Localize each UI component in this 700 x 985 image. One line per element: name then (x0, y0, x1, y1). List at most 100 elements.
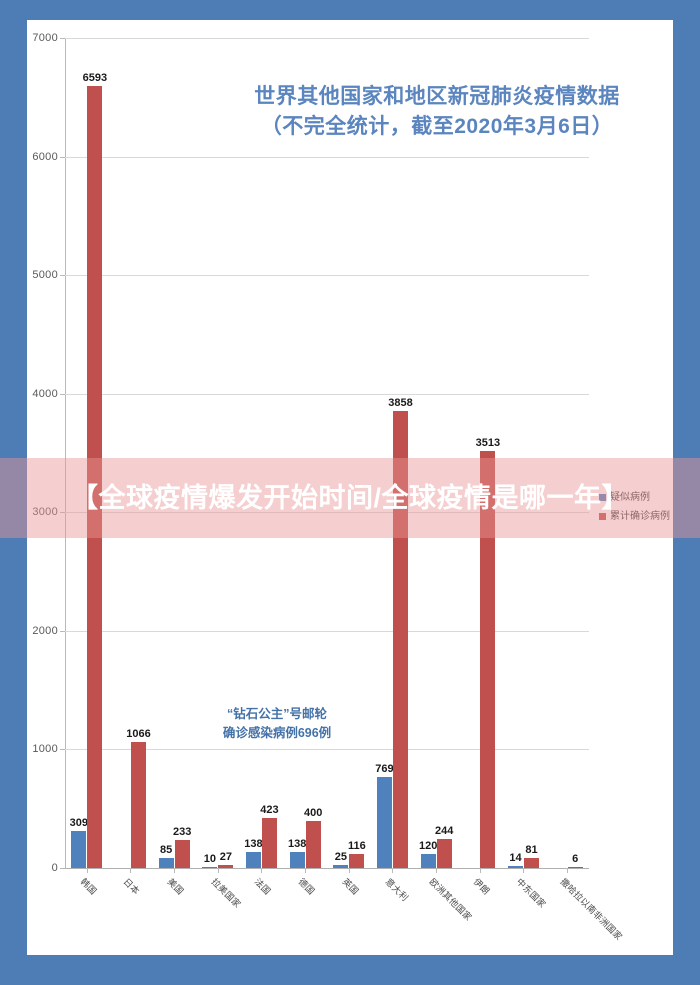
y-axis-tick-mark (60, 749, 65, 751)
chart-title-line1: 世界其他国家和地区新冠肺炎疫情数据 (254, 85, 620, 108)
gridline (65, 868, 589, 869)
bar-confirmed[interactable]: 233 (173, 826, 191, 868)
bar-confirmed[interactable]: 6 (567, 853, 583, 868)
y-axis-tick-mark (60, 868, 65, 869)
bar-group: 309 6593 (65, 38, 109, 868)
bar-value-label: 120 (418, 839, 438, 852)
y-axis-tick-label: 1000 (32, 743, 58, 756)
y-axis-line (65, 38, 66, 868)
bar-confirmed[interactable]: 400 (304, 807, 322, 868)
bar-suspect[interactable]: 138 (244, 838, 263, 868)
x-axis-category-label: 法国 (252, 876, 274, 897)
bar-value-label: 309 (69, 817, 89, 830)
x-axis-category-label: 意大利 (383, 876, 411, 904)
chart-category-group: 138 423 法国 (240, 38, 284, 897)
bar-confirmed[interactable]: 1066 (126, 728, 151, 868)
chart-category-group: 769 3858 意大利 (371, 38, 415, 903)
bar-suspect[interactable]: 309 (70, 817, 88, 868)
chart-category-group: 6 撒哈拉以南非洲国家 (545, 38, 625, 942)
y-axis-tick-mark (60, 393, 65, 395)
x-axis-tick-mark (479, 868, 481, 873)
legend-item[interactable]: 疑似病例 (599, 488, 670, 507)
x-axis-tick-mark (261, 868, 263, 873)
bar-group: 120 244 (414, 38, 458, 868)
y-axis-tick-label: 3000 (32, 506, 58, 519)
x-axis-tick-mark (436, 868, 438, 873)
bar-confirmed[interactable]: 116 (348, 840, 366, 868)
bar-value-label: 769 (375, 762, 394, 775)
x-axis-tick-mark (392, 868, 394, 873)
y-axis-tick-label: 6000 (32, 150, 58, 163)
y-axis-tick-mark (60, 156, 65, 158)
legend-swatch-icon (599, 513, 606, 520)
bar-confirmed[interactable]: 423 (260, 804, 279, 868)
x-axis-category-label: 英国 (340, 876, 361, 897)
bar-value-label: 3858 (388, 396, 413, 409)
x-axis-tick-mark (130, 868, 132, 873)
x-axis-tick-mark (217, 868, 219, 873)
y-axis-tick-mark (60, 275, 65, 277)
bar-confirmed[interactable]: 27 (218, 851, 234, 868)
bar-value-label: 14 (509, 852, 522, 865)
legend-item[interactable]: 累计确诊病例 (599, 507, 670, 526)
legend-item-label: 疑似病例 (610, 492, 650, 503)
bar-confirmed[interactable]: 81 (523, 844, 539, 868)
chart-category-group: 14 81 中东国家 (502, 38, 548, 910)
bar-group: 1066 (109, 38, 153, 868)
bar-confirmed[interactable]: 6593 (83, 72, 107, 868)
x-axis-category-label: 欧洲其他国家 (427, 876, 474, 923)
y-axis-tick-label: 7000 (32, 32, 58, 44)
bar-value-label: 116 (347, 840, 366, 853)
chart-legend: 疑似病例累计确诊病例 (599, 488, 670, 526)
x-axis-tick-mark (523, 868, 525, 873)
gridline (65, 749, 589, 751)
cruise-annotation: “钻石公主”号邮轮 确诊感染病例696例 (182, 705, 372, 743)
legend-item-label: 累计确诊病例 (610, 511, 670, 522)
bar-group: 10 27 (196, 38, 240, 868)
bar-suspect[interactable]: 769 (375, 763, 394, 868)
plot-area: 0 1000 2000 3000 4000 5000 6000 7000 309 6593 韩国 1… (32, 32, 625, 942)
chart-subtitle: （不完全统计，截至2020年3月6日） (260, 115, 614, 139)
cruise-annotation-line1: “钻石公主”号邮轮 (226, 707, 327, 721)
chart-card: 世界其他国家和地区新冠肺炎疫情数据 （不完全统计，截至2020年3月6日） 0 1… (27, 20, 673, 955)
bar-value-label: 138 (287, 837, 307, 850)
x-axis-category-label: 美国 (165, 876, 186, 897)
cruise-annotation-line2: 确诊感染病例696例 (222, 725, 332, 740)
x-axis-tick-mark (174, 868, 176, 873)
chart-category-group: 25 116 英国 (327, 38, 371, 897)
bar-suspect[interactable]: 10 (202, 853, 218, 868)
bar-value-label: 85 (160, 843, 173, 856)
bar-confirmed[interactable]: 3858 (388, 397, 413, 868)
bar-group: 6 (545, 38, 589, 868)
chart-category-group: 120 244 欧洲其他国家 (414, 38, 474, 922)
bar-suspect[interactable]: 85 (158, 844, 174, 868)
bar-value-label: 27 (219, 850, 232, 863)
bar-value-label: 25 (334, 851, 347, 864)
x-axis-category-label: 韩国 (78, 876, 99, 897)
chart-category-group: 10 27 拉美国家 (196, 38, 242, 910)
bar-group: 85 233 (152, 38, 196, 868)
bar-suspect[interactable]: 14 (507, 852, 523, 868)
bar-suspect[interactable]: 120 (419, 840, 437, 868)
chart-category-group: 85 233 美国 (152, 38, 196, 897)
chart-category-group: 138 400 德国 (283, 38, 327, 897)
y-axis-tick-label: 0 (51, 862, 58, 874)
bar-value-label: 138 (244, 837, 263, 850)
x-axis-tick-mark (86, 868, 88, 873)
x-axis-category-label: 伊朗 (471, 876, 492, 897)
y-axis-tick-label: 2000 (32, 624, 58, 637)
bar-group: 138 400 (283, 38, 327, 868)
bar-value-label: 10 (203, 852, 216, 865)
bar-confirmed[interactable]: 3513 (476, 437, 500, 868)
bar-value-label: 423 (260, 803, 279, 816)
y-axis-tick-mark (60, 630, 65, 632)
bar-confirmed[interactable]: 244 (435, 825, 453, 868)
gridline (65, 630, 589, 632)
bar-suspect[interactable]: 138 (288, 838, 306, 868)
chart-category-group: 1066 日本 (109, 38, 153, 897)
bar-value-label: 81 (525, 844, 538, 857)
bar-value-label: 3513 (475, 437, 501, 450)
bar-suspect[interactable]: 25 (333, 851, 349, 868)
bar-value-label: 6 (572, 853, 579, 865)
